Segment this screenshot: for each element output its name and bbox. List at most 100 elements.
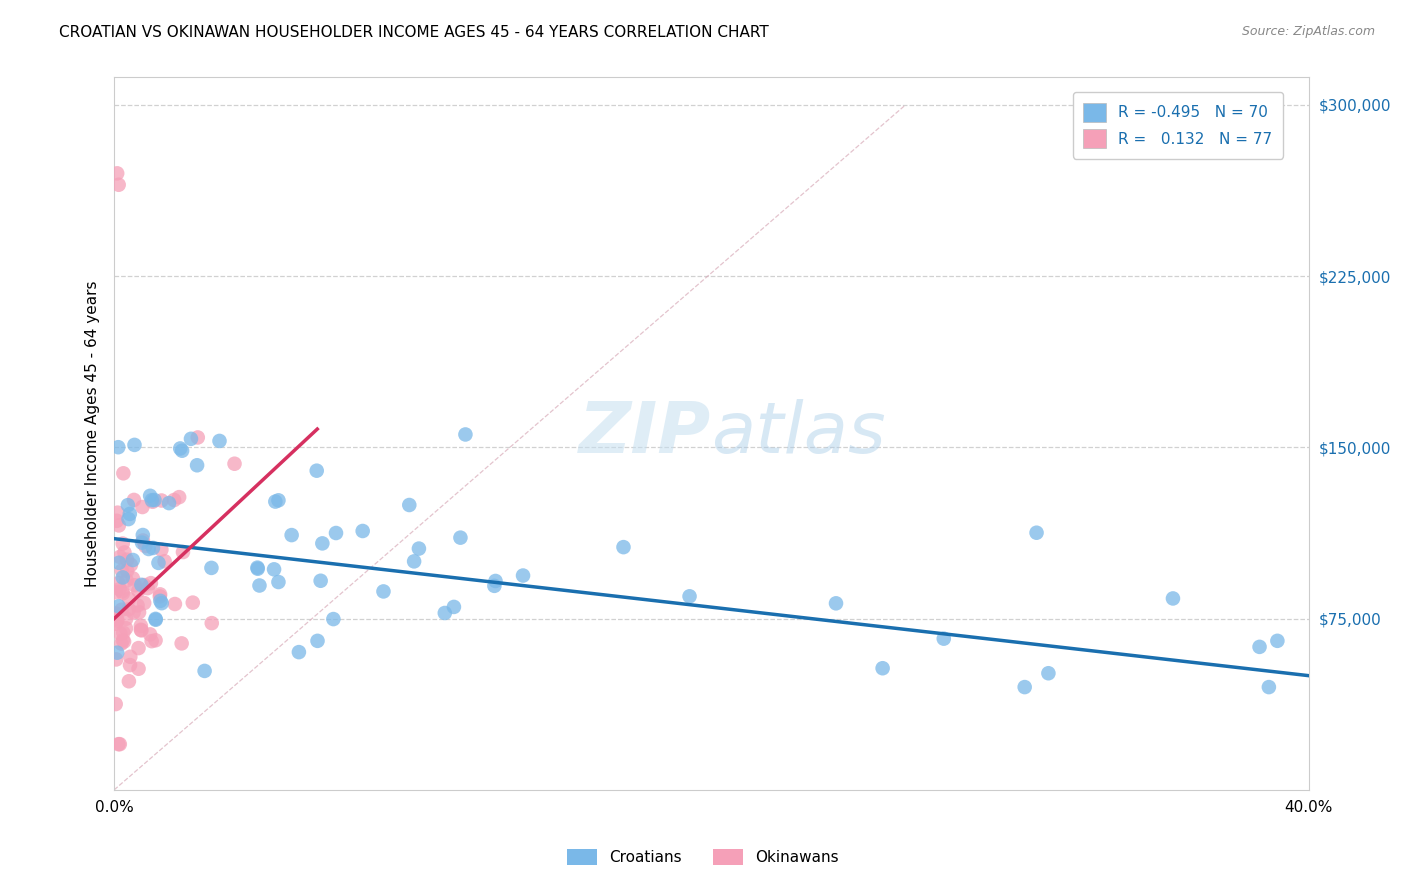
- Point: [107, 506, 129, 520]
- Point: [932, 632, 955, 646]
- Text: Source: ZipAtlas.com: Source: ZipAtlas.com: [1241, 25, 1375, 38]
- Point: [120, 649, 142, 664]
- Point: [124, 438, 146, 452]
- Point: [115, 612, 138, 626]
- Point: [122, 492, 145, 507]
- Point: [134, 539, 156, 553]
- Point: [121, 553, 143, 567]
- Text: ZIP: ZIP: [579, 399, 711, 468]
- Point: [108, 737, 131, 751]
- Point: [149, 587, 172, 601]
- Point: [115, 553, 138, 567]
- Point: [142, 495, 165, 509]
- Point: [305, 464, 328, 478]
- Point: [107, 440, 129, 454]
- Point: [104, 616, 127, 631]
- Point: [1038, 666, 1060, 681]
- Point: [1267, 633, 1289, 648]
- Point: [484, 574, 506, 588]
- Point: [124, 578, 146, 592]
- Point: [104, 607, 127, 621]
- Point: [134, 596, 156, 610]
- Point: [117, 512, 139, 526]
- Point: [131, 578, 153, 592]
- Point: [108, 549, 131, 564]
- Point: [170, 636, 193, 650]
- Point: [325, 526, 347, 541]
- Point: [111, 570, 134, 584]
- Point: [107, 599, 129, 614]
- Point: [149, 594, 172, 608]
- Point: [117, 498, 139, 512]
- Point: [163, 597, 186, 611]
- Point: [118, 658, 141, 673]
- Point: [454, 427, 477, 442]
- Point: [149, 590, 172, 604]
- Point: [141, 493, 163, 508]
- Point: [169, 442, 191, 456]
- Point: [105, 646, 128, 660]
- Point: [180, 432, 202, 446]
- Point: [145, 612, 167, 626]
- Point: [107, 576, 129, 591]
- Point: [186, 458, 208, 473]
- Point: [105, 614, 128, 628]
- Point: [1257, 680, 1279, 694]
- Point: [114, 545, 136, 559]
- Point: [112, 634, 135, 648]
- Point: [484, 579, 506, 593]
- Point: [224, 457, 246, 471]
- Point: [280, 528, 302, 542]
- Point: [167, 490, 190, 504]
- Point: [143, 493, 166, 508]
- Point: [134, 578, 156, 592]
- Legend: R = -0.495   N = 70, R =   0.132   N = 77: R = -0.495 N = 70, R = 0.132 N = 77: [1073, 92, 1284, 159]
- Point: [512, 568, 534, 582]
- Point: [311, 536, 333, 550]
- Point: [136, 581, 159, 595]
- Point: [398, 498, 420, 512]
- Point: [267, 493, 290, 508]
- Point: [157, 496, 180, 510]
- Point: [105, 166, 128, 180]
- Point: [194, 664, 217, 678]
- Point: [118, 591, 141, 606]
- Point: [107, 737, 129, 751]
- Point: [404, 554, 426, 568]
- Point: [105, 612, 128, 626]
- Point: [246, 562, 269, 576]
- Point: [145, 613, 167, 627]
- Text: CROATIAN VS OKINAWAN HOUSEHOLDER INCOME AGES 45 - 64 YEARS CORRELATION CHART: CROATIAN VS OKINAWAN HOUSEHOLDER INCOME …: [59, 25, 769, 40]
- Point: [443, 599, 465, 614]
- Point: [172, 443, 194, 458]
- Point: [104, 697, 127, 711]
- Point: [108, 556, 131, 570]
- Point: [449, 531, 471, 545]
- Point: [118, 602, 141, 616]
- Point: [108, 518, 131, 533]
- Point: [825, 596, 848, 610]
- Point: [129, 619, 152, 633]
- Point: [200, 561, 222, 575]
- Point: [138, 541, 160, 556]
- Point: [201, 616, 224, 631]
- Point: [309, 574, 332, 588]
- Point: [132, 533, 155, 548]
- Point: [115, 564, 138, 578]
- Point: [129, 623, 152, 637]
- Point: [105, 514, 128, 528]
- Point: [111, 633, 134, 648]
- Point: [139, 489, 162, 503]
- Point: [141, 634, 163, 648]
- Point: [373, 584, 395, 599]
- Point: [187, 430, 209, 444]
- Point: [172, 545, 194, 559]
- Point: [118, 507, 141, 521]
- Point: [105, 652, 128, 666]
- Point: [128, 662, 150, 676]
- Point: [104, 585, 127, 599]
- Point: [181, 596, 204, 610]
- Point: [122, 571, 145, 585]
- Point: [127, 599, 149, 613]
- Point: [153, 554, 176, 568]
